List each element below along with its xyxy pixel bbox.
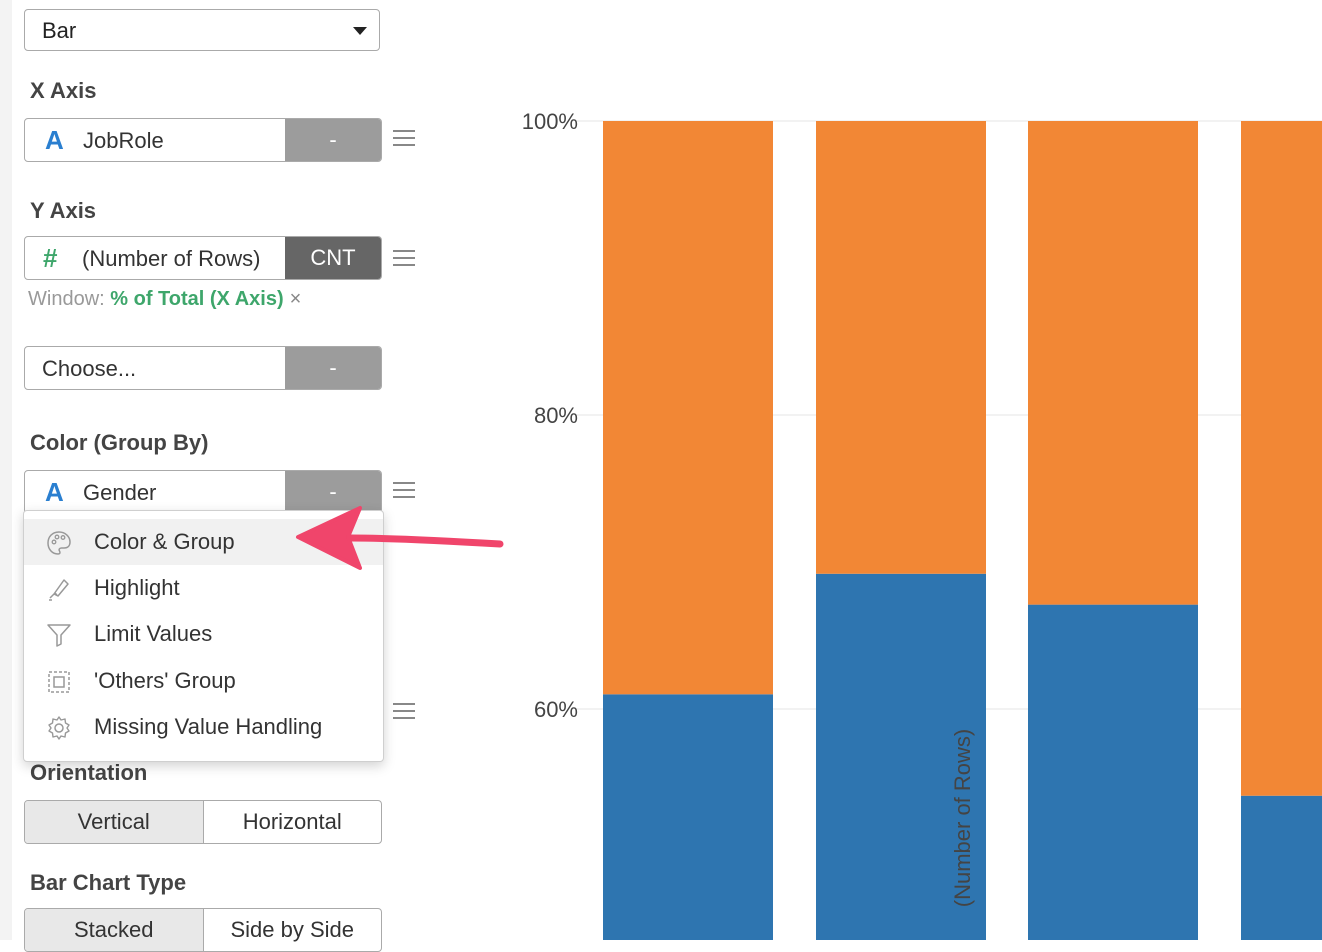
y-axis-field-name: (Number of Rows) bbox=[82, 246, 261, 271]
menu-item-label: Limit Values bbox=[94, 621, 213, 646]
y-axis-title: Y Axis bbox=[30, 198, 97, 223]
menu-item-label: 'Others' Group bbox=[94, 668, 236, 693]
orientation-title: Orientation bbox=[30, 760, 148, 785]
size-menu-icon[interactable] bbox=[393, 703, 415, 719]
menu-item-label: Missing Value Handling bbox=[94, 714, 323, 739]
y-axis-menu-icon[interactable] bbox=[393, 250, 415, 266]
bar-chart-type-toggle: Stacked Side by Side bbox=[24, 908, 382, 952]
bar-segment-orange[interactable] bbox=[816, 121, 986, 574]
window-calculation: Window: % of Total (X Axis) × bbox=[28, 288, 301, 311]
menu-item-label: Highlight bbox=[94, 575, 180, 600]
y-tick-label: 60% bbox=[534, 697, 578, 722]
text-type-icon: A bbox=[45, 125, 64, 155]
highlighter-icon bbox=[49, 579, 69, 601]
color-menu-icon[interactable] bbox=[393, 482, 415, 498]
y2-field[interactable]: Choose... - bbox=[24, 346, 382, 390]
y-tick-label: 80% bbox=[534, 403, 578, 428]
chart-config-panel: Bar X Axis A JobRole - Y Axis # (Number … bbox=[0, 0, 460, 952]
palette-icon bbox=[47, 531, 71, 555]
x-axis-title: X Axis bbox=[30, 78, 97, 103]
chart-type-select[interactable]: Bar bbox=[24, 9, 380, 51]
x-axis-aggregation-button[interactable]: - bbox=[285, 119, 381, 161]
menu-item-others-group[interactable]: 'Others' Group bbox=[24, 658, 383, 704]
window-label: Window: bbox=[28, 288, 105, 310]
x-axis-field-name: JobRole bbox=[83, 128, 164, 153]
bar-segment-blue[interactable] bbox=[603, 694, 773, 940]
bar-chart-type-title: Bar Chart Type bbox=[30, 870, 187, 895]
bars bbox=[603, 121, 1322, 940]
orientation-toggle: Vertical Horizontal bbox=[24, 800, 382, 844]
window-value-link[interactable]: % of Total (X Axis) bbox=[110, 288, 284, 310]
menu-item-label: Color & Group bbox=[94, 529, 235, 554]
gear-icon bbox=[48, 716, 70, 740]
bar-segment-orange[interactable] bbox=[603, 121, 773, 695]
color-field[interactable]: A Gender - bbox=[24, 470, 382, 514]
x-axis-field[interactable]: A JobRole - bbox=[24, 118, 382, 162]
bar-type-side-by-side-option[interactable]: Side by Side bbox=[202, 909, 382, 951]
menu-item-highlight[interactable]: Highlight bbox=[24, 565, 383, 611]
text-type-icon: A bbox=[45, 477, 64, 507]
filter-icon bbox=[47, 624, 71, 647]
orientation-vertical-option[interactable]: Vertical bbox=[25, 801, 203, 843]
color-aggregation-button[interactable]: - bbox=[285, 471, 381, 513]
stacked-bar-chart: 100% 80% 60% (Number of Rows) bbox=[522, 109, 1322, 940]
menu-item-limit-values[interactable]: Limit Values bbox=[24, 611, 383, 657]
chart-type-value: Bar bbox=[42, 18, 77, 43]
color-field-name: Gender bbox=[83, 480, 157, 505]
remove-window-icon[interactable]: × bbox=[289, 288, 302, 310]
panel-left-strip bbox=[0, 0, 12, 940]
numeric-type-icon: # bbox=[43, 243, 58, 273]
y-axis-label: (Number of Rows) bbox=[950, 729, 975, 907]
y2-field-placeholder: Choose... bbox=[42, 356, 137, 381]
x-axis-menu-icon[interactable] bbox=[393, 130, 415, 146]
y-axis-field[interactable]: # (Number of Rows) CNT bbox=[24, 236, 382, 280]
bar-segment-blue[interactable] bbox=[1028, 604, 1198, 940]
bar-segment-orange[interactable] bbox=[1028, 121, 1198, 605]
caret-down-icon bbox=[353, 27, 367, 35]
menu-item-missing-value-handling[interactable]: Missing Value Handling bbox=[24, 704, 383, 750]
bar-type-stacked-option[interactable]: Stacked bbox=[25, 909, 203, 951]
color-field-menu: Color & Group Highlight Limit Values 'Ot… bbox=[23, 510, 384, 762]
y2-aggregation-button[interactable]: - bbox=[285, 347, 381, 389]
color-title: Color (Group By) bbox=[30, 430, 209, 455]
bar-segment-blue[interactable] bbox=[1241, 795, 1322, 940]
bar-segment-orange[interactable] bbox=[1241, 121, 1322, 796]
y-tick-label: 100% bbox=[522, 109, 578, 134]
y-axis-aggregation-button[interactable]: CNT bbox=[285, 237, 381, 279]
menu-item-color-group[interactable]: Color & Group bbox=[24, 519, 383, 565]
others-group-icon bbox=[48, 671, 70, 693]
bar-segment-blue[interactable] bbox=[816, 573, 986, 940]
orientation-horizontal-option[interactable]: Horizontal bbox=[202, 801, 382, 843]
y-axis-ticks: 100% 80% 60% bbox=[522, 109, 578, 722]
